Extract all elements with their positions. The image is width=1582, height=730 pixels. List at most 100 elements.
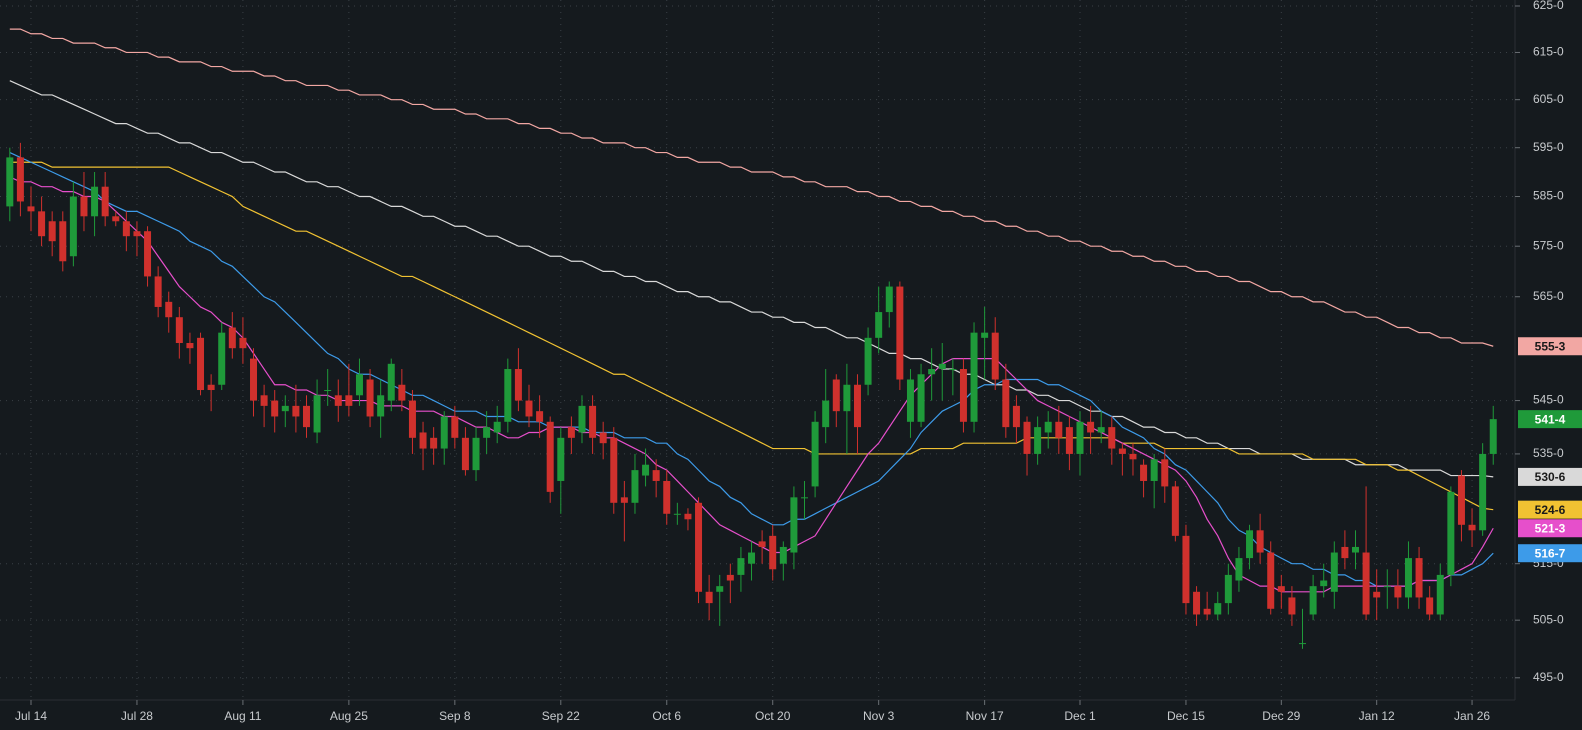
candle-body — [589, 405, 597, 438]
candle-body — [260, 395, 268, 406]
candle-body — [673, 513, 681, 515]
candle-body — [1065, 427, 1073, 454]
candle-body — [1214, 603, 1222, 615]
candle-body — [801, 497, 808, 499]
candle-body — [1055, 421, 1063, 438]
candle-body — [663, 480, 671, 514]
y-tick-label: 505-0 — [1533, 612, 1564, 626]
candle-body — [1320, 580, 1328, 587]
candle-body — [1309, 586, 1317, 615]
candle-body — [154, 276, 162, 307]
candle-body — [461, 437, 469, 471]
candle-body — [112, 216, 120, 222]
candle-body — [101, 186, 109, 217]
candle-body — [1256, 530, 1264, 553]
candle-body — [726, 574, 734, 581]
candle-body — [472, 437, 480, 471]
candle-body — [822, 400, 830, 428]
candle-body — [981, 332, 989, 338]
last-value-box — [1518, 467, 1582, 486]
moving-average-line — [9, 161, 1494, 511]
x-tick-label: Jul 28 — [121, 709, 153, 723]
candle-body — [271, 400, 279, 417]
candle-body — [1267, 552, 1275, 609]
y-tick-label: 565-0 — [1533, 289, 1564, 303]
candle-body — [1362, 552, 1370, 615]
candle-body — [38, 211, 46, 237]
candle-body — [1140, 464, 1148, 481]
candle-body — [218, 332, 226, 385]
candle-body — [1277, 586, 1285, 592]
candle-body — [144, 231, 152, 277]
candle-body — [917, 374, 925, 422]
candle-body — [250, 358, 258, 401]
candle-body — [1012, 405, 1020, 428]
candle-body — [1383, 586, 1391, 588]
candle-body — [228, 327, 236, 349]
candle-body — [1489, 419, 1497, 454]
candle-body — [1002, 379, 1010, 428]
candle-body — [1373, 591, 1381, 598]
candle-body — [1479, 453, 1487, 531]
x-tick-label: Jul 14 — [15, 709, 47, 723]
candle-body — [1235, 558, 1243, 581]
y-tick-label: 575-0 — [1533, 238, 1564, 252]
candle-body — [779, 546, 787, 564]
candle-body — [620, 497, 628, 503]
candle-body — [334, 395, 342, 406]
last-value-box — [1518, 337, 1582, 356]
last-value-label: 521-3 — [1535, 521, 1566, 535]
candle-body — [1447, 491, 1455, 575]
x-tick-label: Jan 12 — [1359, 709, 1395, 723]
candle-body — [1044, 421, 1052, 433]
candle-body — [906, 379, 914, 422]
candle-body — [1341, 546, 1349, 559]
candle-body — [928, 369, 936, 375]
last-value-box — [1518, 500, 1582, 519]
candle-body — [716, 586, 724, 592]
moving-average-line — [9, 80, 1494, 478]
candle-body — [1288, 597, 1296, 615]
candle-body — [313, 395, 321, 433]
x-tick-label: Aug 11 — [224, 709, 261, 723]
candle-body — [758, 541, 766, 547]
x-tick-label: Oct 20 — [755, 709, 791, 723]
line-layer — [9, 28, 1494, 593]
moving-average-line — [9, 152, 1494, 587]
candle-body — [197, 337, 205, 391]
candle-body — [599, 432, 607, 444]
candle-body — [737, 558, 745, 575]
candle-body — [991, 332, 999, 380]
candle-body — [59, 221, 67, 262]
candle-body — [133, 231, 141, 237]
candle-body — [451, 416, 459, 438]
candle-body — [430, 437, 438, 449]
candle-body — [483, 427, 491, 438]
x-tick-label: Jan 26 — [1454, 709, 1490, 723]
candle-body — [938, 363, 946, 370]
candle-body — [493, 421, 501, 433]
candle-body — [207, 384, 215, 391]
last-value-label: 516-7 — [1535, 546, 1566, 560]
candle-body — [536, 411, 544, 422]
candle-body — [48, 221, 56, 242]
y-tick-label: 595-0 — [1533, 140, 1564, 154]
candle-body — [292, 405, 300, 417]
y-tick-label: 535-0 — [1533, 446, 1564, 460]
candle-body — [69, 196, 77, 257]
candle-body — [1171, 486, 1179, 536]
candle-body — [324, 390, 332, 392]
candle-body — [949, 369, 957, 371]
candle-body — [1087, 421, 1095, 433]
candle-body — [80, 196, 88, 217]
candle-body — [377, 395, 385, 417]
candle-body — [366, 379, 374, 417]
candle-body — [514, 369, 522, 401]
candle-body — [875, 312, 883, 338]
candle-body — [1129, 453, 1137, 460]
candle-body — [769, 535, 777, 570]
x-tick-label: Dec 29 — [1262, 709, 1300, 723]
candle-body — [27, 206, 35, 212]
